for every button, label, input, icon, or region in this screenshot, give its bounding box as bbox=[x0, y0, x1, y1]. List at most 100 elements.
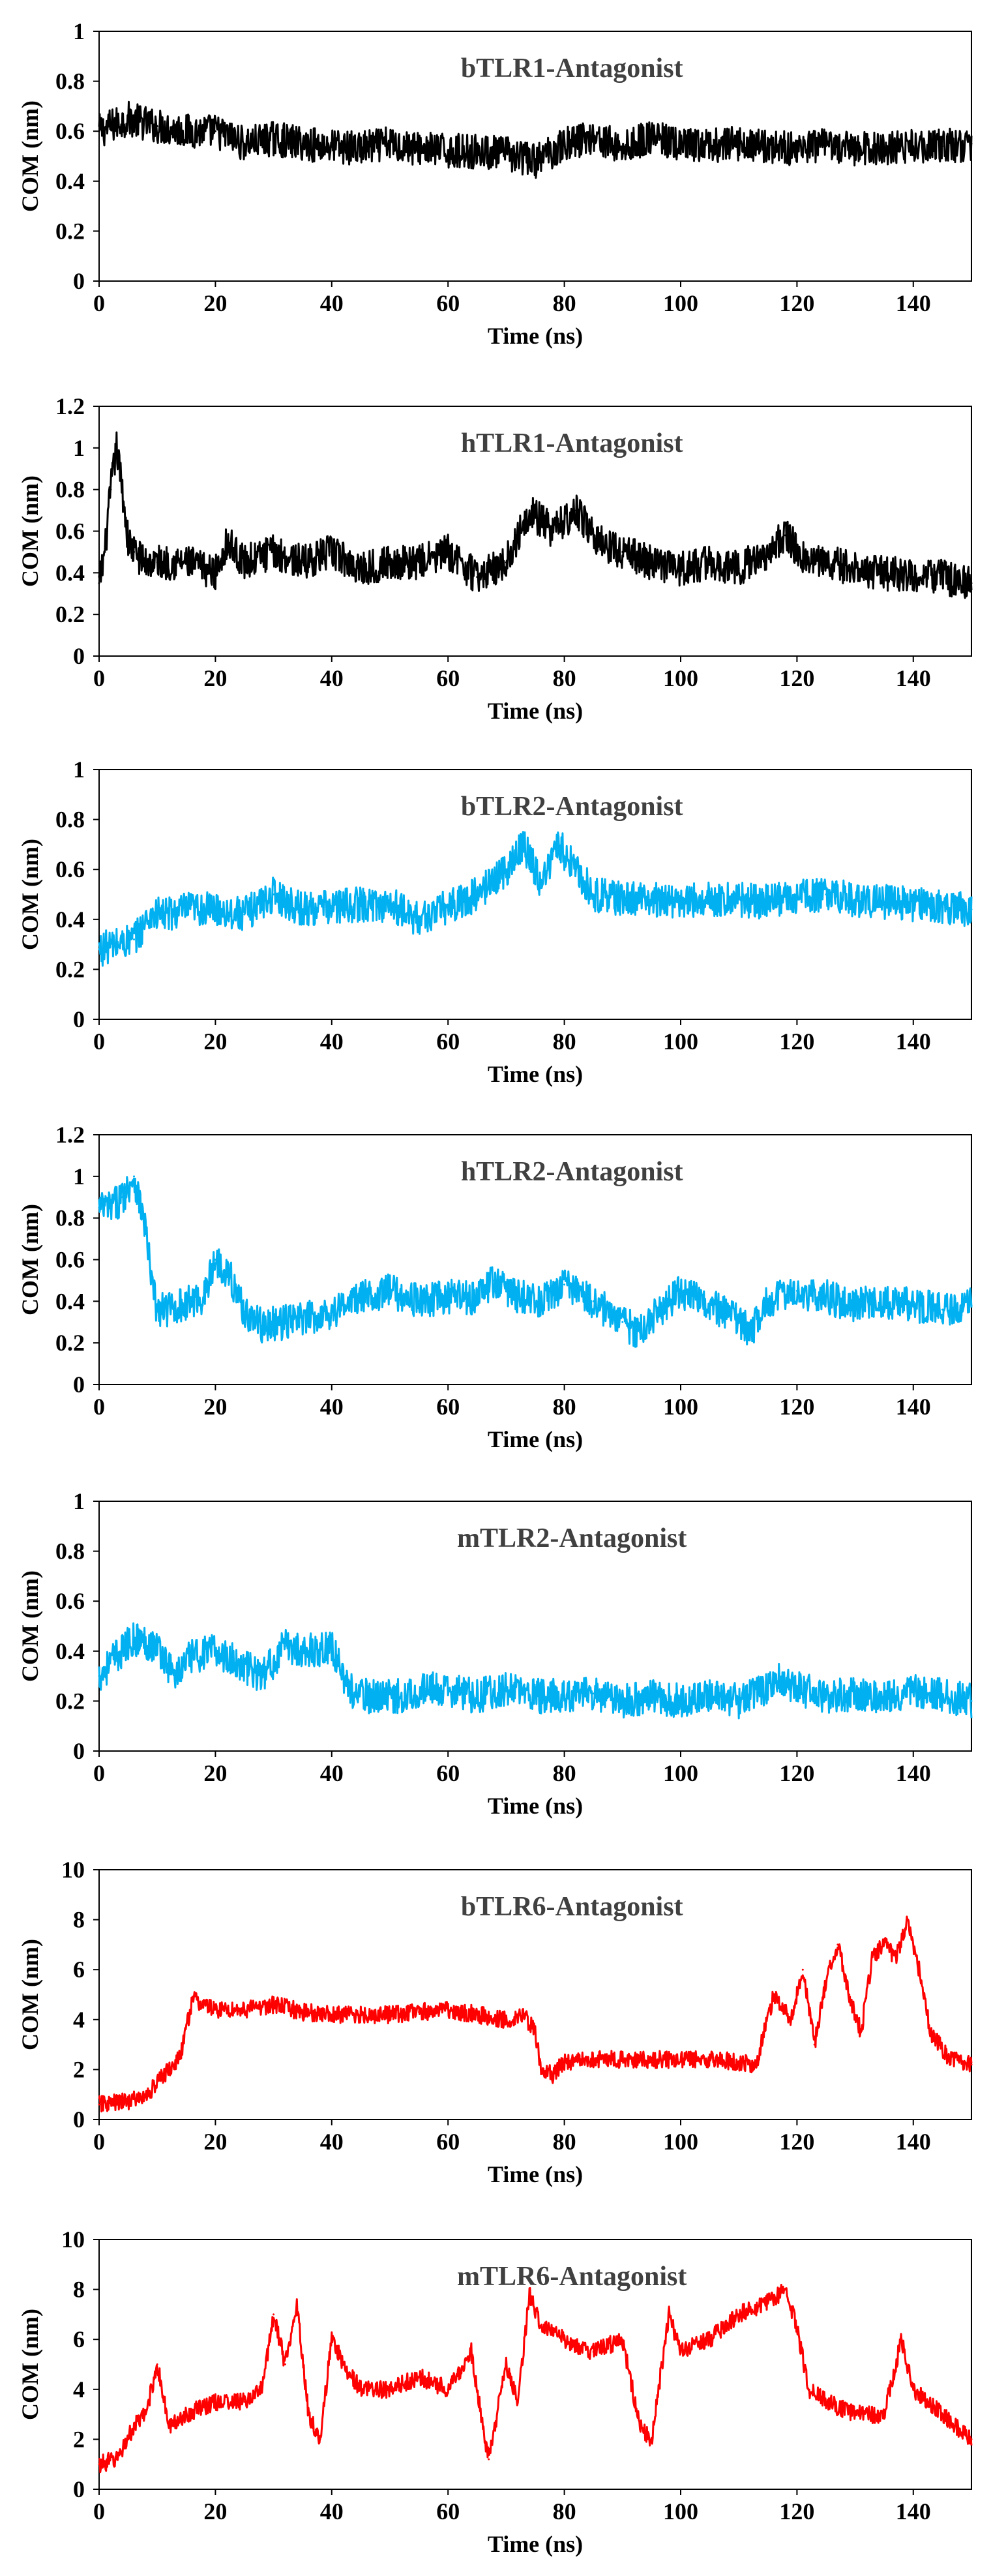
y-tick-label: 0.8 bbox=[55, 1205, 85, 1231]
y-tick-label: 10 bbox=[61, 1857, 85, 1883]
data-point bbox=[795, 895, 798, 898]
y-tick-label: 1 bbox=[73, 1163, 85, 1190]
x-tick-label: 120 bbox=[779, 2129, 814, 2155]
data-point bbox=[650, 2058, 653, 2061]
chart-panel-4: 0 0.2 0.4 0.6 0.8 1 1.2 0 20 40 60 80 100 120 140 Time … bbox=[17, 1122, 973, 1452]
data-point bbox=[767, 901, 769, 903]
x-tick-label: 140 bbox=[896, 1394, 931, 1420]
data-point bbox=[522, 2013, 525, 2016]
data-point bbox=[243, 2008, 246, 2011]
y-tick-label: 0 bbox=[73, 1738, 85, 1764]
y-tick-label: 0.2 bbox=[55, 1330, 85, 1356]
chart-title: bTLR1-Antagonist bbox=[461, 53, 683, 83]
data-point bbox=[98, 130, 100, 132]
data-point bbox=[918, 1968, 921, 1971]
data-point bbox=[912, 903, 915, 906]
data-point bbox=[807, 561, 810, 563]
y-tick-label: 0.6 bbox=[55, 856, 85, 882]
data-point bbox=[522, 843, 525, 846]
y-axis-label: COM (nm) bbox=[17, 1939, 43, 2050]
data-point bbox=[156, 2363, 158, 2365]
data-point bbox=[528, 509, 531, 512]
data-point bbox=[807, 2388, 810, 2391]
data-point bbox=[941, 576, 943, 578]
x-tick-label: 20 bbox=[203, 2129, 227, 2155]
data-point bbox=[418, 2011, 421, 2013]
data-point bbox=[883, 1300, 885, 1302]
data-point bbox=[301, 908, 304, 910]
data-point bbox=[389, 142, 391, 145]
data-point bbox=[447, 150, 449, 153]
data-point bbox=[121, 1196, 124, 1199]
data-point bbox=[854, 2413, 857, 2416]
data-point bbox=[342, 1675, 345, 1677]
x-tick-label: 100 bbox=[663, 290, 698, 316]
y-tick-label: 1 bbox=[73, 756, 85, 783]
data-point bbox=[848, 1994, 851, 1996]
y-axis-label: COM (nm) bbox=[17, 1204, 43, 1315]
data-point bbox=[563, 1283, 566, 1286]
data-point bbox=[679, 1289, 682, 1292]
data-point bbox=[540, 2326, 542, 2328]
data-point bbox=[709, 561, 711, 563]
data-point bbox=[970, 142, 973, 145]
y-tick-label: 0.2 bbox=[55, 601, 85, 627]
x-tick-label: 0 bbox=[93, 665, 105, 691]
x-tick-label: 0 bbox=[93, 1760, 105, 1786]
data-point bbox=[592, 2350, 595, 2353]
data-point bbox=[168, 913, 170, 916]
data-point bbox=[226, 1268, 228, 1271]
y-tick-label: 0.4 bbox=[55, 906, 85, 933]
data-point bbox=[801, 1968, 804, 1971]
data-point bbox=[557, 843, 560, 846]
data-point bbox=[359, 1296, 362, 1298]
data-point bbox=[214, 130, 216, 132]
data-point bbox=[214, 2401, 216, 2403]
y-tick-label: 0.4 bbox=[55, 1638, 85, 1664]
data-point bbox=[261, 2388, 263, 2391]
data-point bbox=[540, 1300, 542, 1302]
data-point bbox=[424, 1687, 426, 1690]
data-point bbox=[331, 145, 333, 147]
data-point bbox=[331, 2013, 333, 2016]
x-tick-label: 120 bbox=[779, 665, 814, 691]
data-point bbox=[505, 2363, 507, 2365]
data-point bbox=[284, 1645, 286, 1647]
data-point bbox=[941, 1695, 943, 1698]
data-point bbox=[307, 2413, 310, 2416]
data-point bbox=[784, 534, 787, 537]
x-tick-label: 140 bbox=[896, 290, 931, 316]
y-tick-label: 1.2 bbox=[55, 393, 85, 419]
data-point bbox=[185, 2413, 188, 2416]
x-tick-label: 0 bbox=[93, 2129, 105, 2155]
data-point bbox=[144, 561, 147, 563]
data-point bbox=[505, 153, 507, 155]
data-point bbox=[755, 2063, 758, 2066]
data-point bbox=[574, 868, 577, 871]
data-point bbox=[377, 1695, 379, 1698]
data-point bbox=[144, 1227, 147, 1230]
y-tick-label: 0.8 bbox=[55, 68, 85, 95]
data-point bbox=[592, 1692, 595, 1695]
data-point bbox=[679, 145, 682, 147]
y-tick-label: 0.2 bbox=[55, 956, 85, 982]
data-point bbox=[709, 145, 711, 147]
data-point bbox=[592, 893, 595, 895]
data-point bbox=[476, 2013, 479, 2016]
x-tick-label: 80 bbox=[553, 1760, 576, 1786]
data-point bbox=[98, 1675, 100, 1677]
x-tick-label: 100 bbox=[663, 2498, 698, 2524]
y-axis-label: COM (nm) bbox=[17, 839, 43, 950]
data-point bbox=[237, 1662, 240, 1665]
data-point bbox=[970, 2438, 973, 2440]
data-point bbox=[860, 2031, 863, 2033]
x-tick-label: 120 bbox=[779, 1394, 814, 1420]
y-tick-label: 0.6 bbox=[55, 118, 85, 144]
data-point bbox=[906, 1919, 909, 1921]
data-point bbox=[301, 2011, 304, 2013]
data-point bbox=[331, 1645, 333, 1647]
data-point bbox=[203, 2003, 205, 2006]
data-point bbox=[621, 1700, 624, 1702]
y-tick-label: 1 bbox=[73, 1488, 85, 1514]
